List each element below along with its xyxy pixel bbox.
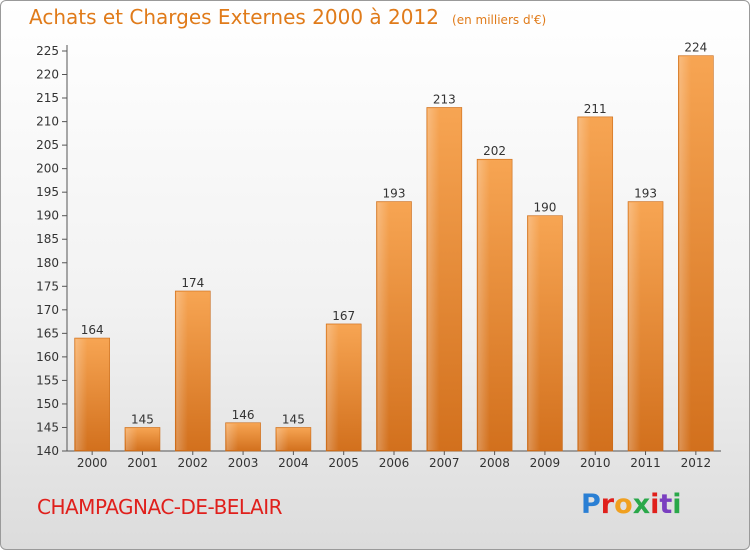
commune-name: CHAMPAGNAC-DE-BELAIR [37,495,283,519]
y-tick-label: 175 [36,279,59,293]
y-tick-label: 155 [36,373,59,387]
y-tick-label: 220 [36,68,59,82]
logo-letter: r [600,489,615,520]
data-labels: 164 145 174 146 145 167 193 213 202 190 211 193 224 [81,41,708,427]
x-tick-label: 2001 [127,456,158,470]
x-tick-label: 2005 [328,456,359,470]
bars [74,55,714,452]
y-tick-label: 225 [36,44,59,58]
proxiti-logo[interactable]: Proxiti [581,489,682,520]
logo-letter: x [632,489,651,520]
axes: 1401451501551601651701751801851901952002… [36,44,721,470]
data-label: 193 [634,187,657,201]
x-tick-label: 2000 [77,456,108,470]
bar-highlight [578,117,591,450]
y-tick-label: 200 [36,162,59,176]
x-tick-label: 2008 [479,456,510,470]
y-tick-label: 170 [36,303,59,317]
logo-letter: i [650,489,660,520]
x-tick-label: 2007 [429,456,460,470]
y-tick-label: 145 [36,420,59,434]
y-tick-label: 215 [36,91,59,105]
x-tick-label: 2009 [530,456,561,470]
x-tick-label: 2012 [681,456,712,470]
y-tick-label: 140 [36,444,59,458]
y-tick-label: 190 [36,209,59,223]
y-tick-label: 160 [36,350,59,364]
x-tick-label: 2002 [177,456,208,470]
bar-highlight [427,108,440,451]
data-label: 164 [81,323,104,337]
bar-highlight [125,428,138,450]
bar-highlight [75,339,88,450]
data-label: 145 [131,412,154,426]
chart-subtitle: (en milliers d'€) [452,13,547,27]
data-label: 202 [483,144,506,158]
data-label: 224 [684,41,707,55]
y-tick-label: 205 [36,138,59,152]
bar-highlight [176,292,188,450]
data-label: 167 [332,309,355,323]
data-label: 213 [433,92,456,106]
data-label: 146 [232,408,255,422]
x-tick-label: 2011 [630,456,661,470]
bar-highlight [327,324,339,450]
x-tick-label: 2010 [580,456,611,470]
y-tick-label: 195 [36,185,59,199]
bar-highlight [478,160,490,450]
logo-letter: o [614,489,633,520]
y-tick-label: 210 [36,115,59,129]
y-tick-label: 180 [36,256,59,270]
data-label: 145 [282,412,305,426]
logo-letter: P [581,489,601,520]
bar-highlight [226,423,239,450]
data-label: 190 [533,201,556,215]
bar-highlight [528,216,541,450]
y-tick-label: 185 [36,232,59,246]
title-row: Achats et Charges Externes 2000 à 2012 (… [29,5,546,29]
bar-highlight [679,56,692,451]
x-tick-label: 2003 [228,456,259,470]
chart-title: Achats et Charges Externes 2000 à 2012 [29,5,439,29]
bar-highlight [276,428,289,450]
x-tick-label: 2006 [379,456,410,470]
logo-letter: t [659,489,673,520]
bar-highlight [377,202,390,450]
data-label: 174 [181,276,204,290]
x-tick-label: 2004 [278,456,309,470]
data-label: 211 [584,102,607,116]
bar-highlight [629,202,641,450]
y-tick-label: 150 [36,397,59,411]
logo-letter: i [672,489,682,520]
data-label: 193 [383,187,406,201]
y-tick-label: 165 [36,326,59,340]
